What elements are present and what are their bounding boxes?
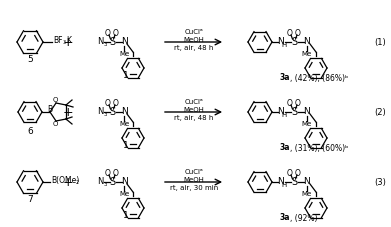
Text: H: H [282,182,287,188]
Text: N: N [97,108,103,116]
Text: +: + [63,175,74,188]
Text: N: N [121,37,127,47]
Text: O: O [295,29,301,37]
Text: Me: Me [119,191,129,197]
Text: O: O [287,99,293,108]
Text: 3: 3 [104,111,108,116]
Text: CuClᵃ: CuClᵃ [185,99,203,105]
Text: O: O [287,168,293,178]
Text: S: S [109,37,115,47]
Text: , (42%), (86%)ᵇ: , (42%), (86%)ᵇ [290,74,348,82]
Text: O: O [113,168,119,178]
Text: 5: 5 [27,55,33,64]
Text: N: N [121,178,127,187]
Text: S: S [109,107,115,117]
Text: N: N [97,37,103,47]
Text: O: O [105,168,111,178]
Text: 3a: 3a [280,143,290,153]
Text: O: O [113,29,119,37]
Text: N: N [97,178,103,187]
Text: Me: Me [119,121,129,127]
Text: 2: 2 [76,180,79,185]
Text: B: B [47,104,52,114]
Text: H: H [282,112,287,118]
Text: N: N [304,178,310,187]
Text: 1: 1 [123,212,129,220]
Text: Me: Me [119,51,129,57]
Text: rt, air, 48 h: rt, air, 48 h [174,115,214,121]
Text: 1: 1 [123,72,129,81]
Text: 3a: 3a [280,74,290,82]
Text: N: N [278,178,284,187]
Text: Me: Me [302,51,312,57]
Text: 1: 1 [123,141,129,151]
Text: (1): (1) [374,37,386,47]
Text: B(OMe): B(OMe) [51,176,79,185]
Text: 3: 3 [63,40,66,45]
Text: (2): (2) [374,108,386,116]
Text: MeOH: MeOH [183,107,204,113]
Text: S: S [109,177,115,187]
Text: +: + [63,106,74,118]
Text: O: O [52,121,58,127]
Text: , (31%), (60%)ᵇ: , (31%), (60%)ᵇ [290,143,348,153]
Text: O: O [105,29,111,37]
Text: CuClᵃ: CuClᵃ [185,169,203,175]
Text: 3a: 3a [280,214,290,222]
Text: O: O [52,97,58,103]
Text: S: S [291,107,297,117]
Text: N: N [304,37,310,47]
Text: MeOH: MeOH [183,177,204,183]
Text: +: + [63,35,74,49]
Text: N: N [278,37,284,47]
Text: N: N [304,108,310,116]
Text: (3): (3) [374,178,386,187]
Text: 6: 6 [27,128,33,136]
Text: Me: Me [302,121,312,127]
Text: 7: 7 [27,195,33,205]
Text: Me: Me [302,191,312,197]
Text: MeOH: MeOH [183,37,204,43]
Text: K: K [66,36,71,45]
Text: O: O [105,99,111,108]
Text: , (92%): , (92%) [290,214,317,222]
Text: N: N [121,108,127,116]
Text: 3: 3 [104,42,108,47]
Text: O: O [113,99,119,108]
Text: O: O [295,99,301,108]
Text: H: H [282,42,287,48]
Text: CuClᵃ: CuClᵃ [185,29,203,35]
Text: S: S [291,37,297,47]
Text: BF: BF [53,36,63,45]
Text: rt, air, 30 min: rt, air, 30 min [170,185,218,191]
Text: O: O [287,29,293,37]
Text: rt, air, 48 h: rt, air, 48 h [174,45,214,51]
Text: S: S [291,177,297,187]
Text: O: O [295,168,301,178]
Text: 3: 3 [104,182,108,187]
Text: N: N [278,108,284,116]
